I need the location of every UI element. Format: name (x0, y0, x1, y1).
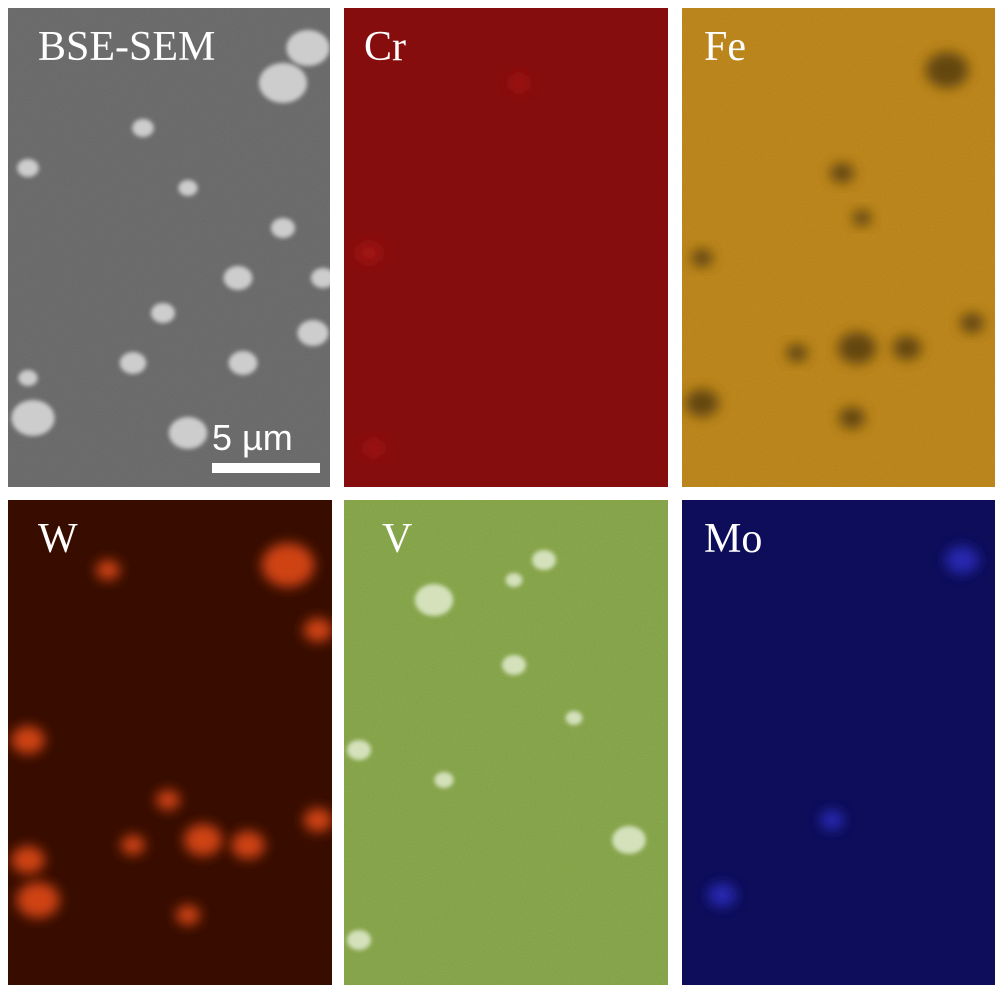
particle (176, 905, 200, 925)
particle (509, 75, 528, 91)
particle (169, 417, 207, 449)
particle (151, 303, 175, 323)
image (682, 500, 995, 985)
panel-label: BSE-SEM (38, 24, 215, 70)
particle (691, 249, 713, 267)
panel-label: Mo (704, 516, 762, 562)
particle (18, 370, 37, 386)
particle (304, 808, 333, 832)
image (344, 8, 668, 487)
particle (120, 352, 146, 374)
particle (839, 407, 865, 429)
panel: Fe (682, 8, 995, 487)
particle (121, 835, 145, 855)
panel-background (344, 8, 668, 487)
particle (945, 546, 979, 574)
particle (893, 336, 922, 360)
particle (297, 320, 328, 346)
image (682, 8, 995, 487)
image (8, 8, 335, 487)
particle (224, 266, 253, 290)
panel-label: W (38, 516, 78, 562)
panel-background (682, 500, 995, 985)
panel-background (344, 500, 668, 985)
particle (685, 389, 719, 417)
particle (229, 351, 258, 375)
particle (506, 573, 523, 587)
particle (11, 846, 45, 874)
panel: Mo (682, 500, 995, 985)
particle (286, 30, 329, 66)
particle (259, 63, 307, 103)
particle (838, 332, 876, 364)
panel: W (8, 500, 332, 985)
scale-bar (212, 463, 320, 473)
panel-label: Cr (364, 24, 406, 70)
particle (830, 163, 854, 183)
particle (925, 52, 968, 88)
particle (612, 826, 646, 854)
particle (262, 543, 315, 587)
scale-bar-label: 5 µm (212, 417, 293, 458)
particle (786, 344, 808, 362)
particle (11, 726, 45, 754)
particle (532, 550, 556, 570)
image (8, 500, 332, 985)
particle (156, 790, 180, 810)
particle (960, 313, 984, 333)
particle (357, 243, 381, 263)
particle (16, 882, 59, 918)
particle (271, 218, 295, 238)
particle (347, 740, 371, 760)
particle (502, 655, 526, 675)
panel: V (344, 500, 668, 985)
particle (304, 618, 333, 642)
panel-label: V (382, 516, 412, 562)
panel: BSE-SEM (8, 8, 335, 487)
particle (178, 180, 197, 196)
particle (820, 810, 844, 830)
particle (347, 930, 371, 950)
particle (415, 584, 453, 616)
panel: Cr (344, 8, 668, 487)
particle (434, 772, 453, 788)
panel-label: Fe (704, 24, 746, 70)
particle (96, 560, 120, 580)
particle (231, 831, 265, 859)
particle (11, 400, 54, 436)
figure: BSE-SEM Cr Fe W V Mo 5 µm (0, 0, 995, 985)
particle (364, 440, 383, 456)
page: BSE-SEMCrFeWVMo5 µm (() => { const data … (0, 0, 995, 985)
particle (184, 824, 222, 856)
particle (311, 268, 335, 288)
particle (708, 883, 737, 907)
particle (566, 711, 583, 725)
particle (17, 159, 39, 177)
particle (852, 210, 871, 226)
image (344, 500, 668, 985)
particle (132, 119, 154, 137)
